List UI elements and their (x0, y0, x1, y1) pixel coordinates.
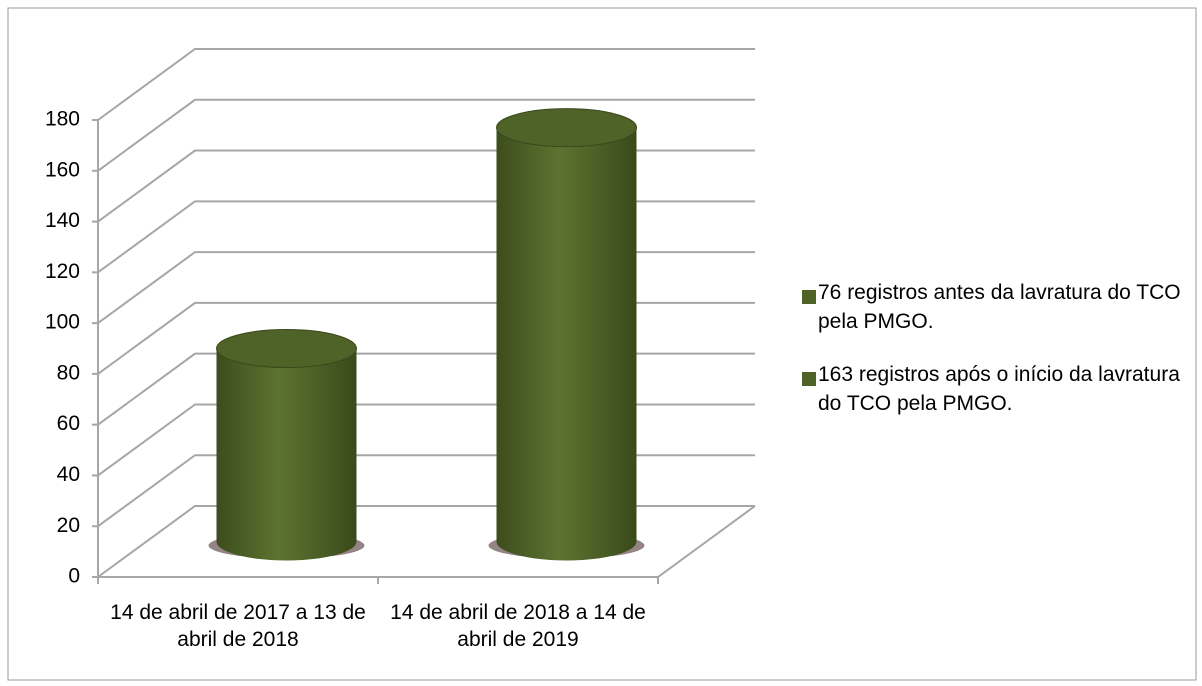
grid-line (97, 505, 755, 578)
y-tick-label: 0 (68, 565, 80, 588)
y-tick-label: 40 (57, 463, 80, 486)
grid-line (97, 200, 755, 274)
bar-top (216, 329, 357, 369)
grid-line (97, 301, 755, 375)
grid-line (97, 454, 755, 528)
x-tick-label: 14 de abril de 2017 a 13 de abril de 201… (110, 601, 366, 651)
y-tick-label: 180 (45, 108, 80, 131)
grid-line (97, 251, 755, 324)
y-tick-label: 20 (57, 514, 80, 537)
floor (98, 505, 756, 578)
x-tick-label: 14 de abril de 2018 a 14 de abril de 201… (390, 601, 646, 651)
grid-line (97, 98, 755, 172)
y-tick-label: 160 (45, 158, 80, 181)
y-tick-label: 100 (45, 311, 80, 334)
y-tick-label: 140 (45, 209, 80, 232)
y-tick-label: 80 (57, 361, 80, 384)
legend-swatch (802, 372, 816, 386)
grid-line (97, 48, 755, 121)
bar (216, 348, 357, 561)
grid-line (97, 149, 755, 223)
chart-border (7, 7, 1197, 681)
y-tick-label: 120 (45, 260, 80, 283)
bar-top (496, 108, 637, 148)
grid-line (97, 352, 755, 426)
bar (496, 127, 637, 561)
legend-label: 163 registros após o início da lavratura… (818, 363, 1180, 415)
grid-line (97, 403, 755, 477)
legend-label: 76 registros antes da lavratura do TCO p… (818, 281, 1181, 333)
legend-swatch (802, 290, 816, 304)
y-tick-label: 60 (57, 412, 80, 435)
